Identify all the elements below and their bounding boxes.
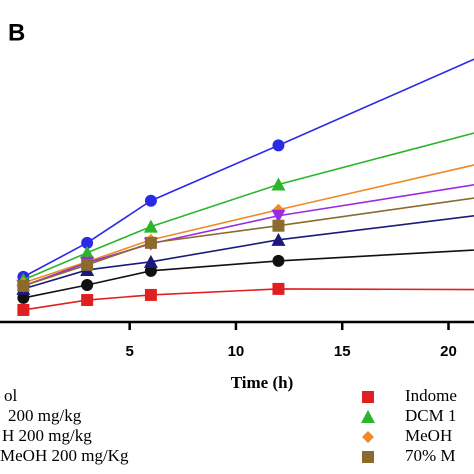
marker xyxy=(17,291,30,304)
panel-label: B xyxy=(8,19,25,46)
legend-label: ol xyxy=(4,386,18,405)
marker xyxy=(272,282,285,295)
legend-label: DCM 1 xyxy=(405,406,456,425)
marker xyxy=(272,254,285,267)
x-tick-label: 20 xyxy=(440,343,457,360)
marker xyxy=(271,177,286,191)
plot-area xyxy=(16,58,474,316)
legend-marker xyxy=(362,431,374,443)
marker xyxy=(144,236,157,249)
legend-marker xyxy=(362,391,374,403)
marker xyxy=(80,245,95,259)
legend-label: Indome xyxy=(405,386,457,405)
marker xyxy=(81,294,94,307)
marker xyxy=(271,209,286,223)
legend-label: H 200 mg/kg xyxy=(2,426,92,445)
legend-marker xyxy=(362,451,374,463)
series-line xyxy=(23,215,474,290)
legend-label: 200 mg/kg xyxy=(8,406,82,425)
marker xyxy=(81,258,94,271)
x-tick-label: 5 xyxy=(125,343,133,360)
marker xyxy=(81,278,94,291)
marker xyxy=(143,219,158,233)
marker xyxy=(272,139,285,152)
marker xyxy=(17,279,30,292)
marker xyxy=(143,254,158,268)
x-tick-label: 15 xyxy=(334,343,351,360)
x-tick-label: 10 xyxy=(228,343,245,360)
marker xyxy=(17,303,30,316)
legend-label: MeOH xyxy=(405,426,452,445)
legend-marker xyxy=(361,410,375,423)
legend-label: 70% M xyxy=(405,446,456,465)
marker xyxy=(272,219,285,232)
marker xyxy=(144,194,157,207)
marker xyxy=(81,236,94,249)
marker xyxy=(271,232,286,246)
legend-label: MeOH 200 mg/Kg xyxy=(0,446,129,465)
marker xyxy=(144,288,157,301)
x-axis-label: Time (h) xyxy=(231,373,294,392)
marker xyxy=(144,264,157,277)
